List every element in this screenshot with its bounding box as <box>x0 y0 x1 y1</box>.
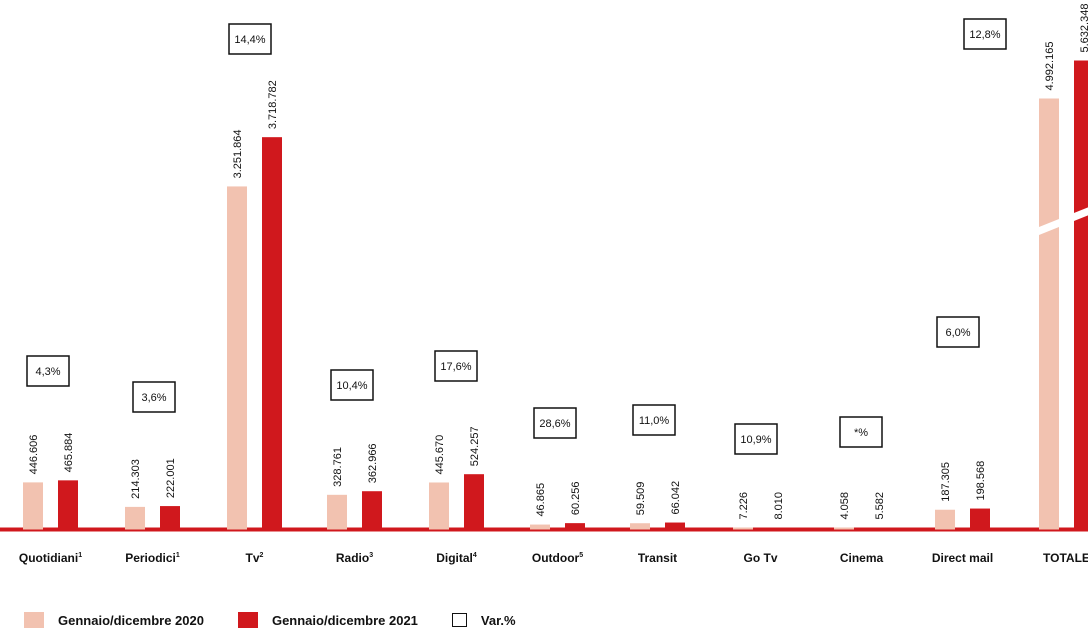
category-label: Outdoor5 <box>532 551 583 565</box>
bar-totale-2020 <box>1039 98 1059 530</box>
category-label: Quotidiani1 <box>19 551 82 565</box>
value-label: 59.509 <box>635 482 647 516</box>
value-label: 60.256 <box>570 481 582 515</box>
value-label: 4.058 <box>839 492 851 520</box>
value-label: 465.884 <box>63 433 75 473</box>
value-label: 328.761 <box>332 447 344 487</box>
variation-box <box>434 350 478 382</box>
variation-box <box>839 416 883 448</box>
category-label: Digital4 <box>436 551 477 565</box>
value-label: 524.257 <box>469 426 481 466</box>
variation-label: 3,6% <box>141 392 166 404</box>
category-superscript: 2 <box>260 552 264 559</box>
bar-digital-2021 <box>464 474 484 530</box>
value-label: 187.305 <box>940 462 952 502</box>
variation-box <box>330 369 374 401</box>
category-superscript: 5 <box>579 552 583 559</box>
category-label: Transit <box>638 551 677 565</box>
legend-label-2021: Gennaio/dicembre 2021 <box>271 612 418 628</box>
variation-box <box>734 423 778 455</box>
value-label: 445.670 <box>434 435 446 475</box>
category-superscript: 4 <box>473 552 477 559</box>
value-label: 3.251.864 <box>232 129 244 178</box>
variation-box <box>632 404 676 436</box>
bar-direct-mail-2020 <box>935 509 955 530</box>
bar-tv-2020 <box>227 186 247 530</box>
bar-tv-2021 <box>262 137 282 530</box>
variation-box <box>936 316 980 348</box>
category-superscript: 1 <box>176 552 180 559</box>
variation-label: 28,6% <box>539 418 570 430</box>
value-label: 66.042 <box>670 481 682 515</box>
bar-outdoor-2020 <box>530 524 550 530</box>
category-label: Tv2 <box>246 551 264 565</box>
legend-swatch-variation <box>451 613 467 627</box>
bar-radio-2021 <box>362 491 382 530</box>
value-label: 5.582 <box>874 492 886 520</box>
category-label: Periodici1 <box>125 551 180 565</box>
bar-transit-2021 <box>665 522 685 530</box>
value-label: 362.966 <box>367 443 379 483</box>
legend: Gennaio/dicembre 2020 Gennaio/dicembre 2… <box>24 612 550 628</box>
bar-quotidiani-2021 <box>58 480 78 530</box>
value-label: 7.226 <box>738 492 750 520</box>
legend-item-variation: Var.% <box>451 612 516 628</box>
variation-box <box>132 381 176 413</box>
value-label: 222.001 <box>165 458 177 498</box>
category-label: Radio3 <box>336 551 373 565</box>
variation-label: 11,0% <box>639 415 670 427</box>
variation-box <box>533 407 577 439</box>
legend-label-variation: Var.% <box>480 612 516 628</box>
category-label: Direct mail <box>932 551 993 565</box>
bar-go-tv-2021 <box>768 527 788 530</box>
variation-box <box>26 355 70 387</box>
bar-transit-2020 <box>630 523 650 530</box>
bar-totale-2021 <box>1074 60 1088 530</box>
variation-label: 12,8% <box>969 29 1000 41</box>
value-label: 4.992.165 <box>1044 42 1056 91</box>
category-superscript: 3 <box>369 552 373 559</box>
bar-radio-2020 <box>327 494 347 530</box>
bar-chart: 446.606 465.884 4,3% Quotidiani1 214.303 222.… <box>0 4 1088 565</box>
bar-cinema-2020 <box>834 527 854 530</box>
variation-label: 4,3% <box>35 366 60 378</box>
category-superscript: 1 <box>78 552 82 559</box>
category-label: Go Tv <box>743 551 777 565</box>
bar-periodici-2021 <box>160 506 180 530</box>
category-label: Cinema <box>840 551 884 565</box>
bar-quotidiani-2020 <box>23 482 43 530</box>
variation-label: 14,4% <box>234 34 265 46</box>
bar-outdoor-2021 <box>565 523 585 530</box>
legend-item-2021: Gennaio/dicembre 2021 <box>237 612 418 628</box>
bar-cinema-2021 <box>869 527 889 530</box>
value-label: 214.303 <box>130 459 142 499</box>
bar-periodici-2020 <box>125 506 145 530</box>
category-label: TOTALE <box>1043 551 1088 565</box>
bar-go-tv-2020 <box>733 527 753 530</box>
legend-swatch-2021 <box>237 612 258 628</box>
bar-digital-2020 <box>429 482 449 530</box>
value-label: 8.010 <box>773 492 785 520</box>
variation-label: 10,9% <box>740 434 771 446</box>
legend-label-2020: Gennaio/dicembre 2020 <box>58 612 204 628</box>
legend-item-2020: Gennaio/dicembre 2020 <box>24 612 204 628</box>
value-label: 198.568 <box>975 461 987 501</box>
variation-label: 10,4% <box>336 380 367 392</box>
variation-box <box>228 23 272 55</box>
value-label: 446.606 <box>28 435 40 475</box>
value-label: 3.718.782 <box>267 80 279 129</box>
variation-label: 17,6% <box>440 361 471 373</box>
value-label: 5.632.348 <box>1079 4 1088 53</box>
legend-swatch-2020 <box>24 612 44 628</box>
value-label: 46.865 <box>535 483 547 517</box>
bar-direct-mail-2021 <box>970 508 990 530</box>
variation-label: 6,0% <box>945 327 970 339</box>
axis-break-mark <box>1034 207 1088 237</box>
variation-box <box>963 18 1007 50</box>
variation-label: *% <box>854 427 868 439</box>
